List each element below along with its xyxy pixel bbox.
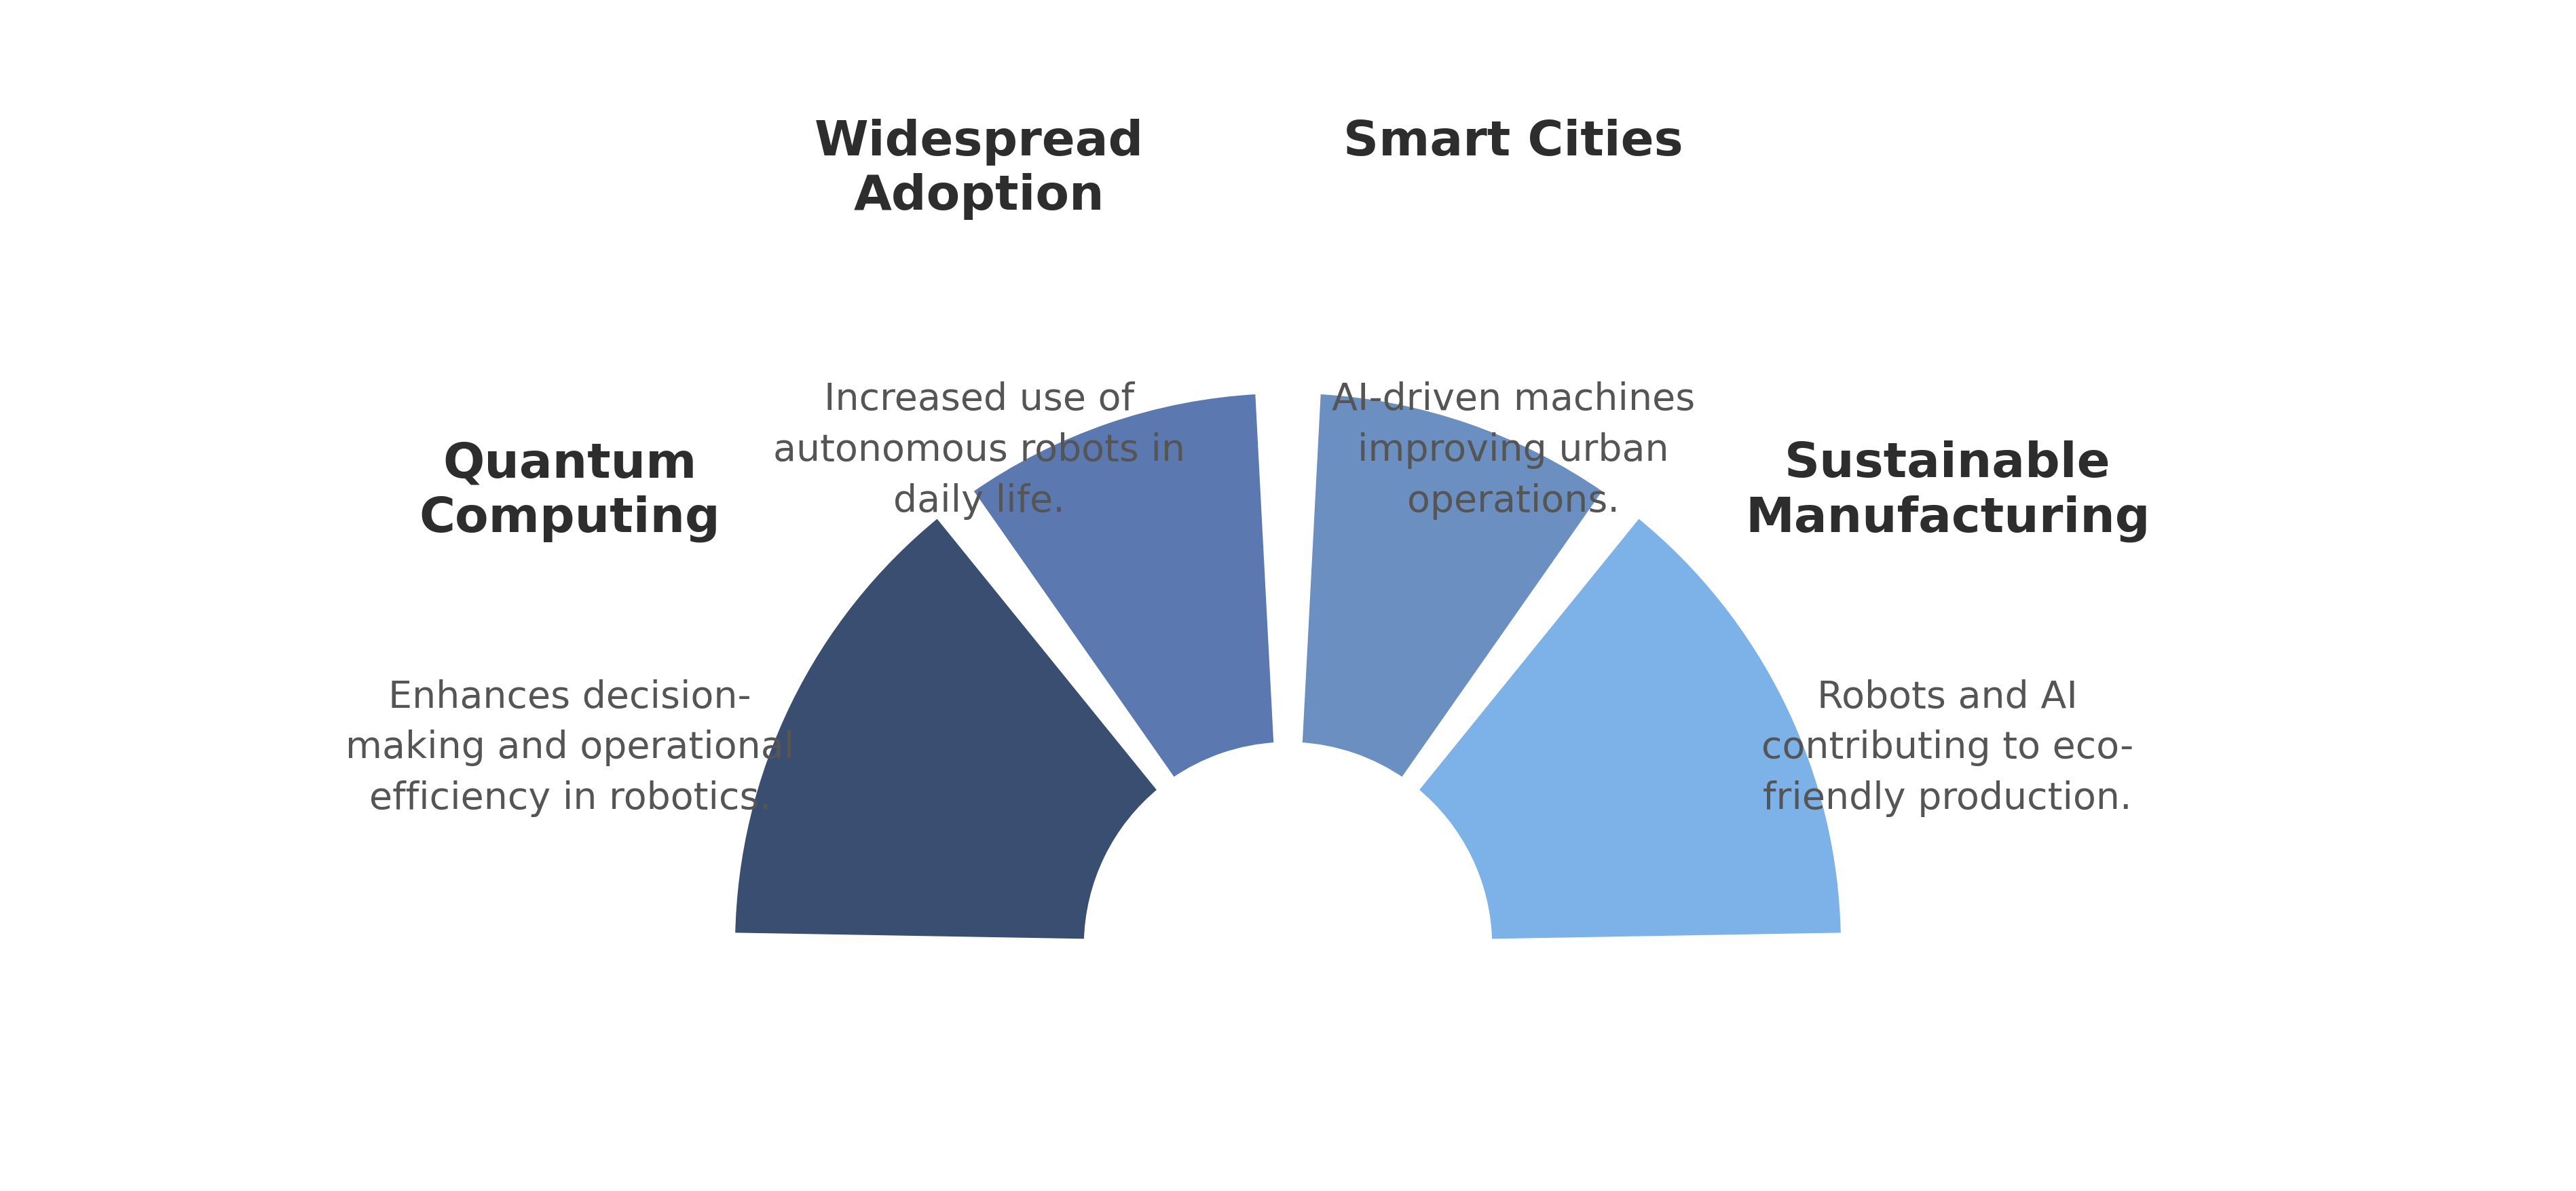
Text: Sustainable
Manufacturing: Sustainable Manufacturing <box>1744 441 2151 542</box>
Wedge shape <box>969 391 1278 782</box>
Text: Widespread
Adoption: Widespread Adoption <box>814 119 1144 220</box>
Wedge shape <box>1298 391 1607 782</box>
Text: Smart Cities: Smart Cities <box>1345 119 1682 166</box>
Text: Quantum
Computing: Quantum Computing <box>420 441 721 542</box>
Wedge shape <box>732 513 1162 942</box>
Wedge shape <box>1414 513 1844 942</box>
Text: Robots and AI
contributing to eco-
friendly production.: Robots and AI contributing to eco- frien… <box>1762 679 2133 817</box>
Text: Increased use of
autonomous robots in
daily life.: Increased use of autonomous robots in da… <box>773 381 1185 519</box>
Text: Enhances decision-
making and operational
efficiency in robotics.: Enhances decision- making and operationa… <box>345 679 793 817</box>
Text: AI-driven machines
improving urban
operations.: AI-driven machines improving urban opera… <box>1332 381 1695 519</box>
